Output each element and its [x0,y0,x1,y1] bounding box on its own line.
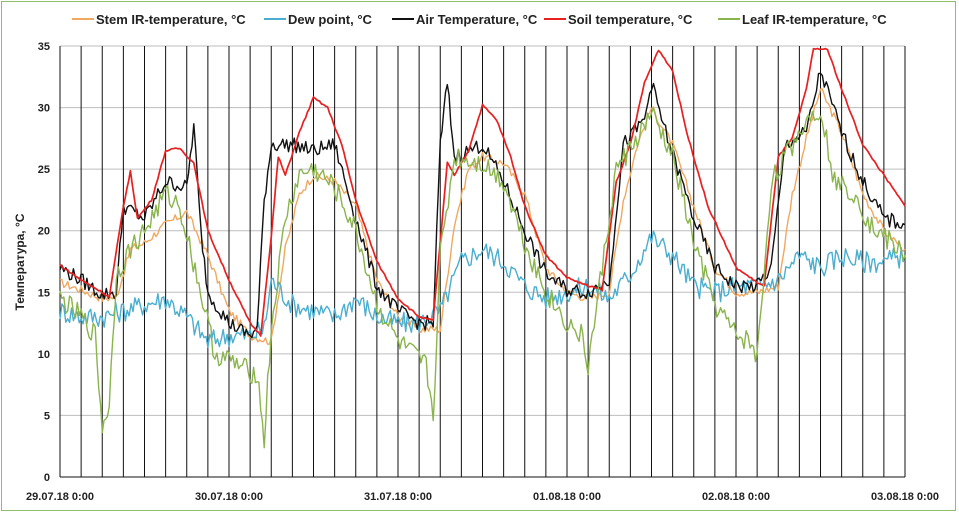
x-tick-label: 30.07.18 0:00 [195,491,263,503]
y-tick-label: 0 [44,472,50,484]
x-tick-label: 02.08.18 0:00 [702,491,770,503]
legend: Stem IR-temperature, °C Dew point, °C Air … [72,12,887,27]
series-line-0 [59,88,906,345]
series-lines [59,47,906,449]
y-tick-label: 10 [38,349,50,361]
y-tick-label: 20 [38,226,50,238]
legend-label-4: Leaf IR-temperature, °C [742,12,887,27]
x-tick-label: 01.08.18 0:00 [533,491,601,503]
legend-label-3: Soil temperature, °C [568,12,693,27]
legend-label-0: Stem IR-temperature, °C [96,12,246,27]
grid [59,45,906,478]
y-tick-label: 5 [44,410,50,422]
series-line-2 [59,72,906,339]
legend-label-2: Air Temperature, °C [416,12,538,27]
x-tick-label: 29.07.18 0:00 [26,491,94,503]
y-tick-label: 35 [38,41,50,53]
series-line-4 [59,107,906,449]
y-tick-label: 15 [38,287,50,299]
y-tick-label: 30 [38,103,50,115]
y-axis-label: Температура, °С [13,213,27,310]
legend-label-1: Dew point, °C [288,12,373,27]
x-tick-label: 31.07.18 0:00 [364,491,432,503]
axes: 0 5 10 15 20 25 30 35 29.07.18 0:00 30.07.18 0:00… [26,41,939,503]
x-tick-label: 03.08.18 0:00 [871,491,939,503]
series-line-3 [59,47,906,337]
y-tick-label: 25 [38,164,50,176]
